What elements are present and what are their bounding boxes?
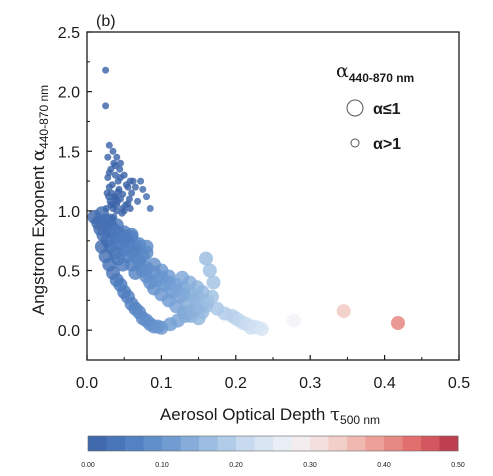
legend-label-large: α≤1 bbox=[373, 101, 401, 118]
y-tick-label: 2.5 bbox=[58, 25, 80, 42]
colorbar-tick-label: 0.30 bbox=[303, 462, 317, 469]
data-point-small bbox=[110, 213, 118, 221]
data-point-small bbox=[117, 159, 124, 167]
data-point-small bbox=[126, 205, 134, 212]
x-tick-label: 0.1 bbox=[150, 375, 172, 392]
data-point-large bbox=[391, 316, 405, 330]
panel-label: (b) bbox=[96, 13, 116, 30]
x-tick-label: 0.0 bbox=[76, 375, 98, 392]
data-point-large bbox=[286, 313, 301, 328]
colorbar-cell bbox=[328, 436, 348, 451]
data-point-large bbox=[175, 270, 190, 285]
data-point-small bbox=[113, 201, 121, 209]
colorbar: 0.00 0.10 0.20 0.30 0.40 0.50 bbox=[81, 435, 465, 469]
data-point-small bbox=[102, 102, 110, 110]
legend-title: α440-870 nm bbox=[336, 60, 414, 85]
legend-marker-large bbox=[346, 99, 364, 117]
colorbar-cell bbox=[384, 436, 403, 451]
colorbar-cell bbox=[162, 436, 181, 451]
data-point-small bbox=[120, 207, 128, 215]
colorbar-tick-label: 0.20 bbox=[229, 462, 243, 469]
colorbar-cell bbox=[273, 436, 292, 451]
colorbar-cell bbox=[106, 436, 126, 451]
colorbar-cell bbox=[88, 436, 107, 451]
data-point-small bbox=[104, 153, 112, 161]
colorbar-tick-label: 0.00 bbox=[81, 462, 95, 469]
data-point-large bbox=[254, 322, 269, 336]
colorbar-cell bbox=[199, 436, 218, 451]
legend: α440-870 nm α≤1 α>1 bbox=[336, 60, 414, 153]
data-point-small bbox=[126, 177, 134, 185]
colorbar-cell bbox=[125, 436, 144, 451]
data-point-large bbox=[199, 251, 213, 266]
data-point-small bbox=[137, 177, 145, 185]
data-point-small bbox=[119, 190, 127, 198]
data-point-large bbox=[202, 263, 217, 278]
data-point-small bbox=[109, 147, 117, 155]
colorbar-cell bbox=[439, 436, 459, 451]
x-tick-label: 0.4 bbox=[373, 375, 395, 392]
colorbar-cell bbox=[310, 436, 329, 451]
data-point-small bbox=[131, 183, 139, 191]
data-point-large bbox=[336, 304, 351, 319]
data-point-small bbox=[103, 189, 111, 197]
y-tick-label: 1.5 bbox=[58, 144, 80, 161]
legend-marker-small bbox=[350, 138, 360, 148]
axis-ticks: 0.0 0.1 0.2 0.3 0.4 0.5 0.0 0.5 1.0 1.5 2.0 2.5 bbox=[58, 25, 470, 392]
x-tick-label: 0.3 bbox=[299, 375, 321, 392]
data-point-large bbox=[117, 232, 132, 247]
legend-label-small: α>1 bbox=[373, 136, 401, 153]
data-point-large bbox=[124, 244, 139, 259]
data-point-small bbox=[102, 205, 110, 212]
colorbar-cell bbox=[236, 436, 255, 451]
colorbar-cell bbox=[254, 436, 274, 451]
data-point-large bbox=[206, 275, 221, 290]
data-point-large bbox=[176, 287, 191, 302]
data-point-small bbox=[117, 174, 124, 181]
y-tick-label: 0.5 bbox=[58, 264, 80, 281]
x-tick-label: 0.5 bbox=[448, 375, 470, 392]
colorbar-ticks: 0.00 0.10 0.20 0.30 0.40 0.50 bbox=[81, 462, 465, 469]
data-point-small bbox=[113, 153, 121, 161]
data-point-small bbox=[105, 141, 113, 149]
data-point-small bbox=[111, 162, 119, 170]
y-tick-label: 1.0 bbox=[58, 204, 80, 221]
colorbar-frame bbox=[87, 435, 459, 452]
colorbar-cell bbox=[217, 436, 237, 451]
colorbar-cell bbox=[291, 436, 311, 451]
colorbar-cells bbox=[88, 436, 459, 451]
data-point-small bbox=[128, 189, 136, 197]
y-tick-label: 0.0 bbox=[58, 323, 80, 340]
data-point-small bbox=[111, 193, 118, 201]
data-point-small bbox=[111, 171, 119, 179]
data-point-small bbox=[108, 181, 116, 189]
y-tick-label: 2.0 bbox=[58, 85, 80, 102]
data-point-small bbox=[139, 185, 147, 193]
colorbar-cell bbox=[421, 436, 440, 451]
scatter-points bbox=[87, 66, 405, 336]
data-point-small bbox=[105, 169, 113, 177]
x-axis-title: Aerosol Optical Depth τ500 nm bbox=[160, 404, 380, 427]
x-tick-label: 0.2 bbox=[225, 375, 247, 392]
colorbar-tick-label: 0.50 bbox=[451, 462, 465, 469]
colorbar-cell bbox=[143, 436, 163, 451]
colorbar-cell bbox=[365, 436, 385, 451]
data-point-small bbox=[143, 193, 150, 201]
data-point-small bbox=[102, 66, 110, 74]
colorbar-cell bbox=[180, 436, 200, 451]
colorbar-cell bbox=[347, 436, 366, 451]
colorbar-tick-label: 0.40 bbox=[377, 462, 391, 469]
colorbar-cell bbox=[402, 436, 422, 451]
data-point-small bbox=[134, 197, 142, 205]
data-point-small bbox=[146, 205, 154, 212]
y-axis-title: Angstrom Exponent α440-870 nm bbox=[28, 85, 51, 315]
colorbar-tick-label: 0.10 bbox=[155, 462, 169, 469]
